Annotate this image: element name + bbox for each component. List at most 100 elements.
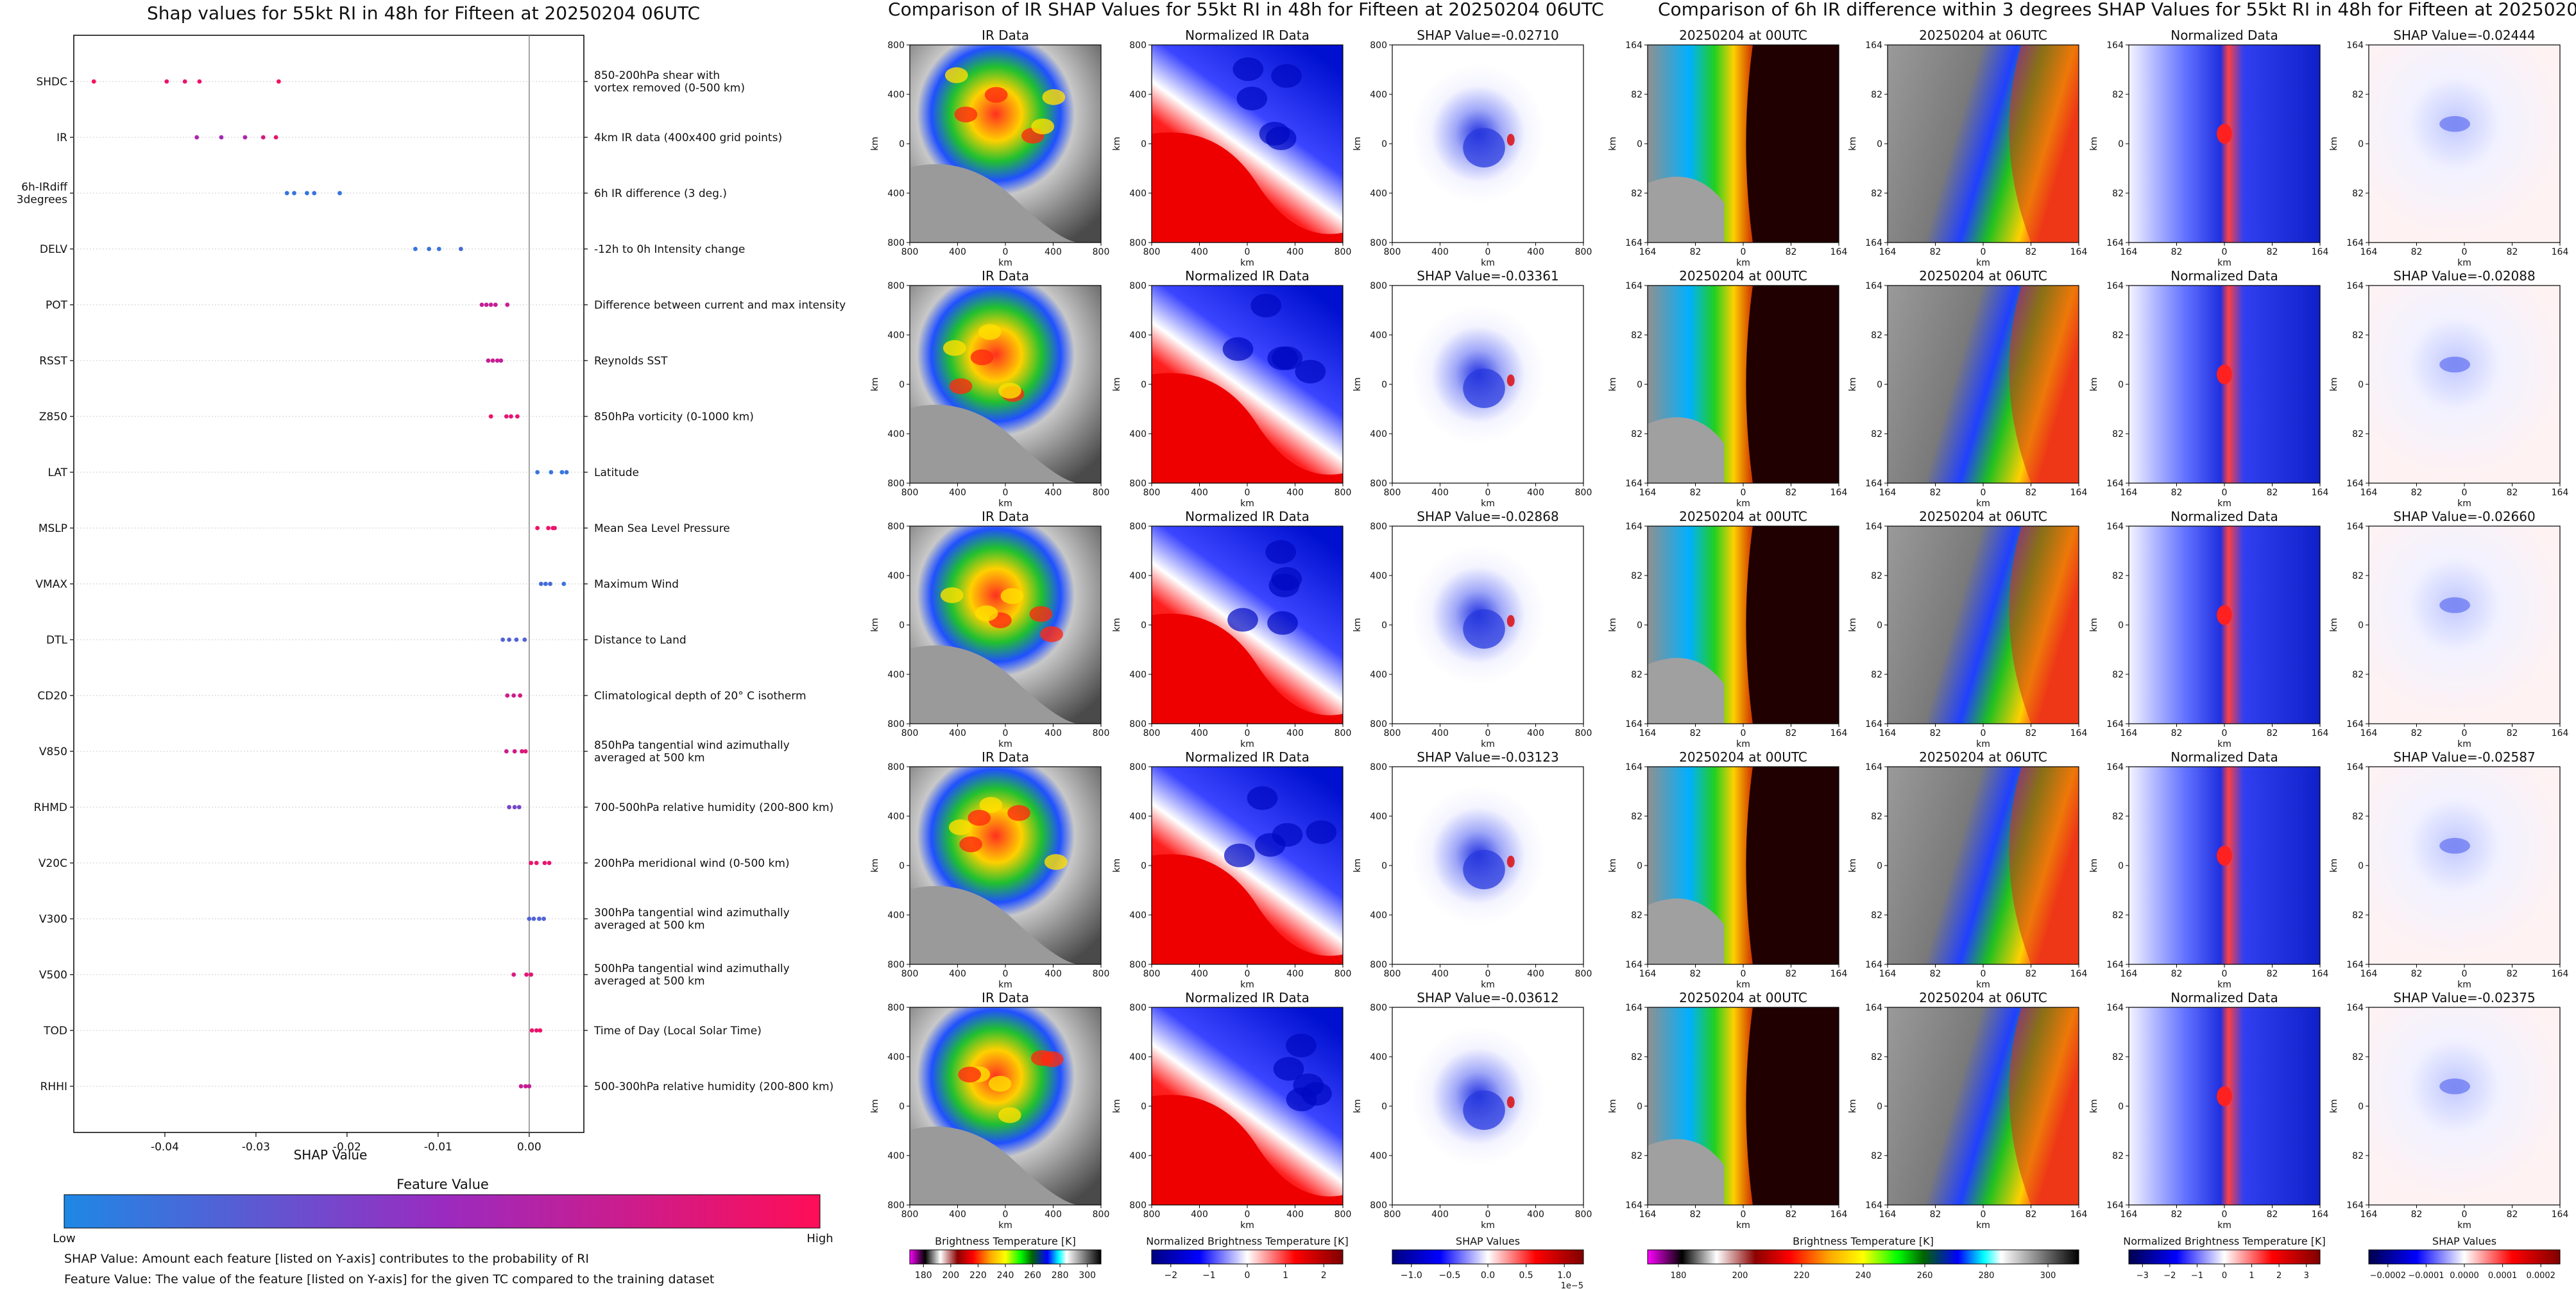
- colorbar-tick-label: 1.0: [1557, 1270, 1571, 1281]
- x-axis-label: km: [998, 499, 1012, 509]
- y-tick-label: 0: [1637, 620, 1642, 631]
- colorbar-tick-label: −2: [1164, 1270, 1177, 1281]
- x-tick-label: 82: [1786, 1209, 1797, 1220]
- feature-description-label: 6h IR difference (3 deg.): [594, 187, 727, 200]
- y-tick-label: 800: [1129, 40, 1147, 51]
- x-tick-label: 0: [1981, 969, 1986, 979]
- y-tick-label: 82: [2112, 1151, 2124, 1161]
- y-tick-label: 400: [1129, 330, 1147, 341]
- x-tick-label: 164: [1830, 488, 1848, 498]
- shap-hotspot: [2439, 1078, 2470, 1095]
- shap-point: [413, 246, 418, 252]
- shap-summary-panel: Shap values for 55kt RI in 48h for Fifte…: [17, 3, 846, 1286]
- shap-point: [535, 470, 540, 475]
- shap-point: [284, 191, 289, 196]
- x-tick-label: 164: [1639, 728, 1657, 738]
- x-tick-label: 0: [1981, 1209, 1986, 1220]
- feature-name-label: VMAX: [35, 578, 67, 591]
- colorbar-tick-label: 200: [1732, 1271, 1748, 1281]
- x-axis-label: km: [2217, 980, 2231, 990]
- x-axis-label: km: [2217, 1220, 2231, 1231]
- colorbar-tick-label: 260: [1917, 1271, 1933, 1281]
- shap-point: [522, 637, 527, 642]
- y-axis-label: km: [2089, 858, 2099, 873]
- x-tick-label: 0: [1003, 1209, 1009, 1220]
- y-tick-label: 82: [2112, 670, 2124, 680]
- x-tick-label: 0: [2462, 488, 2468, 498]
- y-axis-label: km: [1352, 377, 1363, 391]
- x-tick-label: 800: [1093, 969, 1110, 979]
- y-tick-label: 82: [2112, 910, 2124, 921]
- y-tick-label: 164: [1625, 281, 1642, 291]
- y-tick-label: 82: [1631, 1151, 1642, 1161]
- colorbar-tick-label: 0: [2222, 1271, 2227, 1281]
- x-tick-label: 164: [1639, 488, 1657, 498]
- cloud-free-region: [910, 645, 1082, 724]
- panel-title: Normalized IR Data: [1185, 509, 1309, 524]
- y-tick-label: 800: [1370, 960, 1387, 970]
- shap-point: [484, 302, 489, 307]
- colorbar-tick-label: 240: [1855, 1271, 1872, 1281]
- x-tick-label: 400: [1431, 969, 1449, 979]
- y-tick-label: 164: [1865, 960, 1882, 970]
- y-tick-label: 800: [1370, 479, 1387, 489]
- shap-point: [535, 525, 540, 531]
- x-axis-label: km: [1481, 258, 1495, 268]
- feature-row: VMAX Maximum Wind: [35, 578, 678, 591]
- warm-region: [1152, 373, 1343, 483]
- shap-point: [515, 414, 520, 419]
- feature-description-label: averaged at 500 km: [594, 919, 705, 932]
- panel-image: [2369, 286, 2560, 483]
- x-tick-label: 82: [1930, 247, 1941, 257]
- x-tick-label: 82: [2171, 1209, 2183, 1220]
- x-tick-label: 0: [1485, 488, 1491, 498]
- y-tick-label: 0: [1381, 139, 1387, 149]
- colorbar-tick-label: 2: [2276, 1271, 2282, 1281]
- feature-description-label: Reynolds SST: [594, 355, 668, 368]
- shap-point: [194, 135, 200, 140]
- shap-point: [559, 470, 565, 475]
- colorbar-tick-label: 240: [997, 1270, 1014, 1281]
- y-tick-label: 400: [887, 571, 905, 581]
- colorbar-tick-label: 0.0000: [2450, 1271, 2479, 1281]
- x-tick-label: 800: [901, 1209, 919, 1220]
- x-tick-label: 82: [2171, 728, 2183, 738]
- feature-description-label: 700-500hPa relative humidity (200-800 km…: [594, 801, 833, 814]
- y-tick-label: 164: [2346, 960, 2364, 970]
- y-tick-label: 82: [1871, 571, 1882, 581]
- cold-cloud-shield: [1746, 767, 1839, 964]
- convection-core: [970, 349, 994, 366]
- shap-hotspot: [1463, 128, 1505, 167]
- feature-row: V300 300hPa tangential wind azimuthallyav…: [39, 907, 790, 932]
- feature-row: RHHI 500-300hPa relative humidity (200-80…: [40, 1080, 834, 1093]
- panel-title: IR Data: [982, 990, 1029, 1005]
- x-tick-label: 800: [1335, 1209, 1352, 1220]
- x-tick-label: 0: [2222, 247, 2228, 257]
- cold-region: [1286, 1033, 1317, 1057]
- x-axis-label: km: [998, 980, 1012, 990]
- feature-name-label: V500: [39, 969, 67, 982]
- colorbar: SHAP Values −0.0002 −0.0001 0.0000 0.0001 0.0…: [2368, 1235, 2561, 1281]
- y-axis-label: km: [2089, 1099, 2099, 1113]
- panel-title: SHAP Value=-0.03123: [1417, 749, 1558, 765]
- feature-description-label: averaged at 500 km: [594, 975, 705, 988]
- shap-point: [292, 191, 296, 196]
- y-tick-label: 82: [1871, 189, 1882, 199]
- x-tick-label: 0: [1485, 247, 1491, 257]
- x-tick-label: 800: [1093, 488, 1110, 498]
- colorbar-tick-label: 0: [1245, 1270, 1250, 1281]
- cold-region: [1233, 57, 1264, 81]
- y-tick-label: 164: [2106, 719, 2124, 730]
- y-tick-label: 82: [1871, 1151, 1882, 1161]
- shap-point: [91, 79, 96, 84]
- warm-region: [1152, 613, 1343, 724]
- y-tick-label: 82: [1631, 1052, 1642, 1063]
